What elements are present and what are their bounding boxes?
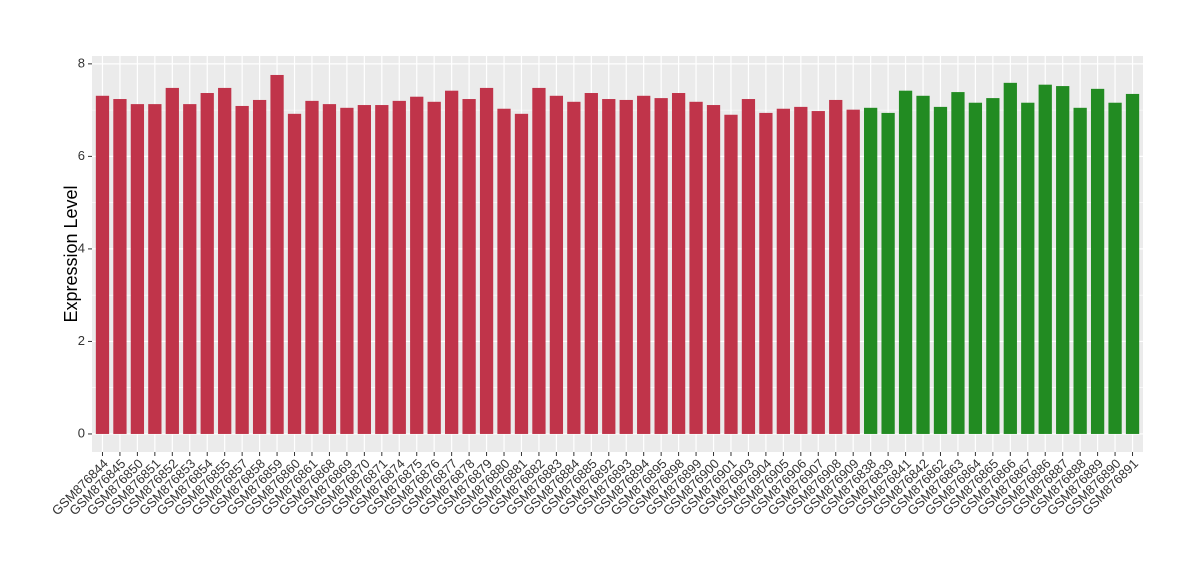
bar xyxy=(1021,102,1035,434)
bar xyxy=(671,93,686,434)
bar xyxy=(375,105,389,434)
bar xyxy=(881,112,895,434)
bar xyxy=(165,87,179,434)
bar xyxy=(1073,107,1087,434)
bar xyxy=(287,113,302,434)
y-tick-label: 6 xyxy=(78,148,85,163)
bar xyxy=(864,107,878,434)
bar xyxy=(445,90,459,434)
bar xyxy=(514,113,529,434)
y-tick-label: 2 xyxy=(78,333,85,348)
y-axis-title: Expression Level xyxy=(61,185,81,322)
bar xyxy=(322,104,337,434)
bar xyxy=(829,99,843,434)
bar xyxy=(916,95,930,434)
y-tick-label: 8 xyxy=(78,55,85,70)
bar xyxy=(549,95,564,434)
bar xyxy=(741,99,756,434)
bar xyxy=(427,101,441,434)
bar xyxy=(305,100,319,434)
bar xyxy=(392,100,406,434)
bar xyxy=(218,87,232,434)
bar xyxy=(1108,102,1122,434)
bar xyxy=(759,112,773,434)
bar xyxy=(724,114,738,434)
bar xyxy=(270,74,284,434)
bar xyxy=(776,108,790,434)
bar xyxy=(340,107,354,434)
bar xyxy=(148,104,162,434)
bar xyxy=(1125,93,1140,434)
bar xyxy=(986,98,1000,434)
bar xyxy=(951,92,965,434)
bar xyxy=(1003,82,1017,434)
panel xyxy=(92,56,1143,452)
bar xyxy=(200,93,214,434)
bar xyxy=(183,104,197,434)
bar xyxy=(933,106,948,434)
bar xyxy=(706,105,721,434)
bar xyxy=(1056,86,1070,434)
bar xyxy=(654,98,668,434)
y-tick-label: 4 xyxy=(78,240,85,255)
bar xyxy=(567,101,581,434)
y-tick-label: 0 xyxy=(78,425,85,440)
bar xyxy=(532,87,546,434)
bar xyxy=(846,109,860,434)
bar xyxy=(113,99,127,434)
bar xyxy=(479,87,494,434)
bar xyxy=(462,99,476,434)
bar xyxy=(898,90,913,434)
bar xyxy=(130,104,145,434)
bar xyxy=(637,95,651,434)
bar xyxy=(968,102,983,434)
bar xyxy=(1090,88,1105,434)
bar xyxy=(410,96,424,434)
bar xyxy=(235,105,249,434)
bar xyxy=(689,101,703,434)
bar xyxy=(584,93,598,434)
bar xyxy=(95,95,110,434)
bar xyxy=(602,99,616,434)
bar xyxy=(811,111,825,434)
bar xyxy=(357,105,371,434)
bar xyxy=(1038,84,1052,434)
bar xyxy=(619,99,633,434)
bar xyxy=(497,108,511,434)
bar xyxy=(794,106,808,434)
bar xyxy=(252,99,267,434)
